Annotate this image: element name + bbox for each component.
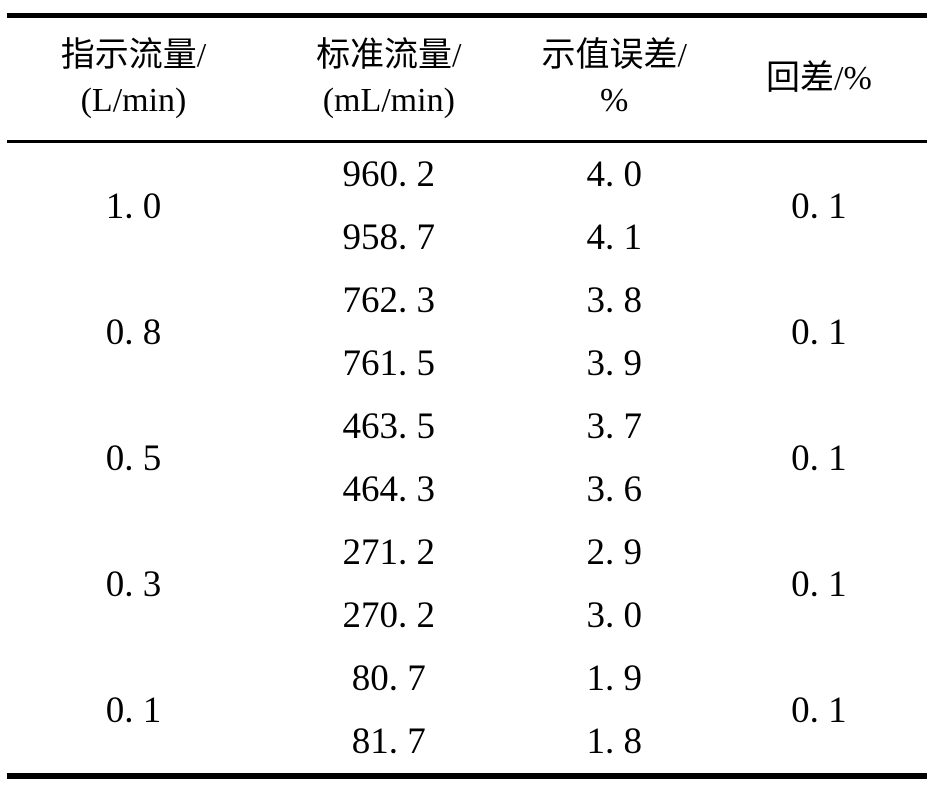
table-row: 270. 2 3. 0	[7, 584, 927, 647]
error-value: 3. 6	[586, 469, 642, 510]
error-value: 1. 8	[586, 721, 642, 762]
table-row: 0. 3 271. 2 2. 9 0. 1	[7, 521, 927, 603]
header-standard-flow-line1: 标准流量/	[316, 37, 462, 75]
indicated-flow-value: 1. 0	[105, 185, 162, 227]
standard-flow-value: 464. 3	[342, 469, 436, 510]
header-indication-error-line1: 示值误差/	[541, 37, 687, 75]
indicated-flow-value: 0. 5	[105, 437, 162, 479]
error-value: 3. 8	[586, 280, 642, 321]
header-standard-flow-line2: (mL/min)	[322, 82, 455, 119]
header-indication-error: 示值误差/ %	[517, 15, 711, 143]
header-indication-error-line2: %	[600, 82, 629, 119]
header-hysteresis: 回差/%	[710, 15, 927, 143]
standard-flow-value: 762. 3	[342, 280, 436, 321]
header-indicated-flow-line2: (L/min)	[80, 82, 187, 119]
error-value: 3. 0	[586, 595, 642, 636]
error-value: 4. 1	[586, 217, 642, 258]
indicated-flow-value: 0. 3	[105, 563, 162, 605]
error-value: 4. 0	[586, 154, 642, 195]
standard-flow-value: 960. 2	[342, 154, 436, 195]
indicated-flow-value: 0. 1	[105, 689, 162, 731]
header-hysteresis-line1: 回差/%	[766, 59, 872, 97]
table-row: 0. 1 80. 7 1. 9 0. 1	[7, 647, 927, 729]
error-value: 2. 9	[586, 532, 642, 573]
table-row: 958. 7 4. 1	[7, 206, 927, 269]
standard-flow-value: 81. 7	[351, 721, 426, 762]
hysteresis-value: 0. 1	[791, 311, 847, 353]
table-row: 81. 7 1. 8	[7, 710, 927, 776]
standard-flow-value: 271. 2	[342, 532, 436, 573]
standard-flow-value: 80. 7	[351, 658, 426, 699]
standard-flow-value: 463. 5	[342, 406, 436, 447]
table-row: 1. 0 960. 2 4. 0 0. 1	[7, 142, 927, 224]
indicated-flow-value: 0. 8	[105, 311, 162, 353]
hysteresis-value: 0. 1	[791, 185, 847, 227]
header-standard-flow: 标准流量/ (mL/min)	[260, 15, 518, 143]
table-row: 761. 5 3. 9	[7, 332, 927, 395]
header-row: 指示流量/ (L/min) 标准流量/ (mL/min) 示值误差/ % 回差/…	[7, 15, 927, 143]
table-row: 464. 3 3. 6	[7, 458, 927, 521]
standard-flow-value: 958. 7	[342, 217, 436, 258]
table-row: 0. 8 762. 3 3. 8 0. 1	[7, 269, 927, 351]
flow-calibration-table: 指示流量/ (L/min) 标准流量/ (mL/min) 示值误差/ % 回差/…	[7, 13, 927, 779]
hysteresis-value: 0. 1	[791, 437, 847, 479]
error-value: 3. 9	[586, 343, 642, 384]
standard-flow-value: 761. 5	[342, 343, 436, 384]
error-value: 3. 7	[586, 406, 642, 447]
table-row: 0. 5 463. 5 3. 7 0. 1	[7, 395, 927, 477]
hysteresis-value: 0. 1	[791, 563, 847, 605]
standard-flow-value: 270. 2	[342, 595, 436, 636]
hysteresis-value: 0. 1	[791, 689, 847, 731]
error-value: 1. 9	[586, 658, 642, 699]
header-indicated-flow: 指示流量/ (L/min)	[7, 15, 260, 143]
header-indicated-flow-line1: 指示流量/	[60, 37, 207, 75]
